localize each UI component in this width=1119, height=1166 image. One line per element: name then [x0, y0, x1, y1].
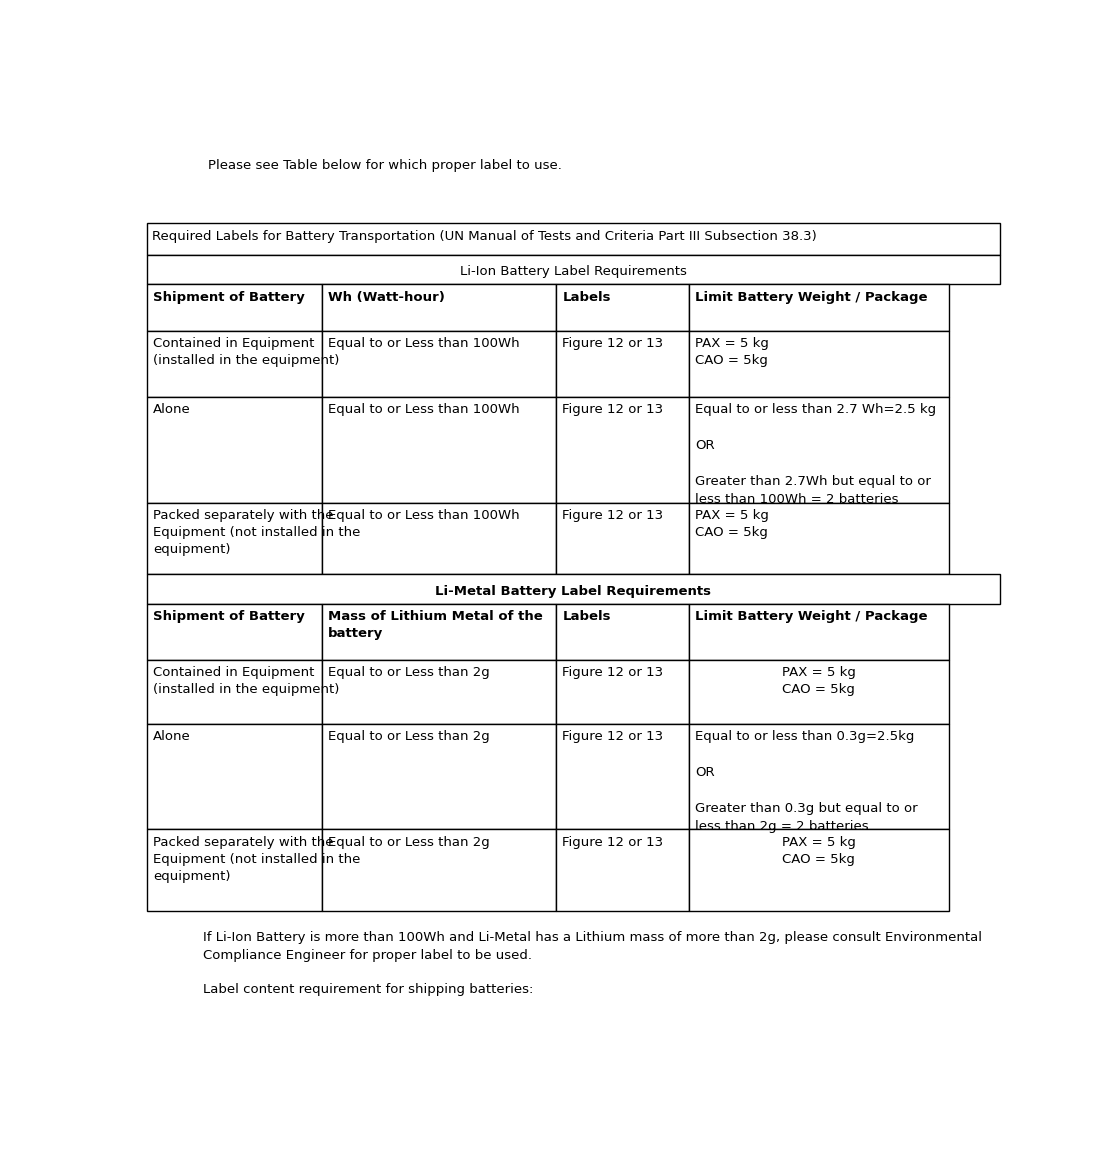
Text: Equal to or Less than 2g: Equal to or Less than 2g: [328, 836, 490, 849]
Bar: [147, 285, 322, 331]
Text: Equal to or less than 2.7 Wh=2.5 kg

OR

Greater than 2.7Wh but equal to or
less: Equal to or less than 2.7 Wh=2.5 kg OR G…: [695, 403, 935, 506]
Text: Figure 12 or 13: Figure 12 or 13: [563, 337, 664, 351]
Text: PAX = 5 kg
CAO = 5kg: PAX = 5 kg CAO = 5kg: [782, 666, 856, 696]
Text: If Li-Ion Battery is more than 100Wh and Li-Metal has a Lithium mass of more tha: If Li-Ion Battery is more than 100Wh and…: [204, 930, 982, 962]
Bar: [688, 829, 949, 911]
Bar: [556, 660, 688, 723]
Text: Equal to or Less than 100Wh: Equal to or Less than 100Wh: [328, 337, 519, 351]
Bar: [556, 396, 688, 503]
Text: Figure 12 or 13: Figure 12 or 13: [563, 508, 664, 522]
Bar: [688, 331, 949, 396]
Bar: [556, 285, 688, 331]
Text: Figure 12 or 13: Figure 12 or 13: [563, 666, 664, 679]
Bar: [688, 503, 949, 575]
Text: Shipment of Battery: Shipment of Battery: [153, 290, 304, 304]
Bar: [147, 396, 322, 503]
Text: Packed separately with the
Equipment (not installed in the
equipment): Packed separately with the Equipment (no…: [153, 508, 360, 556]
Bar: [322, 604, 556, 660]
Bar: [322, 331, 556, 396]
Text: Equal to or Less than 2g: Equal to or Less than 2g: [328, 666, 490, 679]
Bar: [556, 331, 688, 396]
Bar: [556, 829, 688, 911]
Bar: [322, 285, 556, 331]
Text: Wh (Watt-hour): Wh (Watt-hour): [328, 290, 444, 304]
Text: Required Labels for Battery Transportation (UN Manual of Tests and Criteria Part: Required Labels for Battery Transportati…: [152, 230, 817, 243]
Text: Packed separately with the
Equipment (not installed in the
equipment): Packed separately with the Equipment (no…: [153, 836, 360, 883]
Bar: [322, 723, 556, 829]
Text: Equal to or Less than 100Wh: Equal to or Less than 100Wh: [328, 403, 519, 416]
Text: Li-Metal Battery Label Requirements: Li-Metal Battery Label Requirements: [435, 585, 712, 598]
Text: PAX = 5 kg
CAO = 5kg: PAX = 5 kg CAO = 5kg: [695, 508, 769, 539]
Text: Shipment of Battery: Shipment of Battery: [153, 610, 304, 624]
Bar: [147, 255, 1000, 285]
Text: Figure 12 or 13: Figure 12 or 13: [563, 403, 664, 416]
Text: Contained in Equipment
(installed in the equipment): Contained in Equipment (installed in the…: [153, 666, 339, 696]
Text: Limit Battery Weight / Package: Limit Battery Weight / Package: [695, 610, 928, 624]
Bar: [147, 223, 1000, 255]
Bar: [147, 660, 322, 723]
Text: Figure 12 or 13: Figure 12 or 13: [563, 836, 664, 849]
Text: Contained in Equipment
(installed in the equipment): Contained in Equipment (installed in the…: [153, 337, 339, 367]
Text: Limit Battery Weight / Package: Limit Battery Weight / Package: [695, 290, 928, 304]
Bar: [556, 503, 688, 575]
Bar: [147, 575, 1000, 604]
Text: Alone: Alone: [153, 730, 190, 743]
Text: Label content requirement for shipping batteries:: Label content requirement for shipping b…: [204, 983, 534, 996]
Bar: [556, 604, 688, 660]
Text: Equal to or Less than 100Wh: Equal to or Less than 100Wh: [328, 508, 519, 522]
Bar: [322, 396, 556, 503]
Text: Figure 12 or 13: Figure 12 or 13: [563, 730, 664, 743]
Text: Equal to or Less than 2g: Equal to or Less than 2g: [328, 730, 490, 743]
Bar: [688, 396, 949, 503]
Bar: [147, 723, 322, 829]
Text: Mass of Lithium Metal of the
battery: Mass of Lithium Metal of the battery: [328, 610, 543, 640]
Text: Alone: Alone: [153, 403, 190, 416]
Text: PAX = 5 kg
CAO = 5kg: PAX = 5 kg CAO = 5kg: [695, 337, 769, 367]
Text: Please see Table below for which proper label to use.: Please see Table below for which proper …: [207, 159, 562, 171]
Bar: [147, 331, 322, 396]
Bar: [147, 503, 322, 575]
Bar: [688, 285, 949, 331]
Bar: [322, 503, 556, 575]
Bar: [688, 660, 949, 723]
Text: Equal to or less than 0.3g=2.5kg

OR

Greater than 0.3g but equal to or
less tha: Equal to or less than 0.3g=2.5kg OR Grea…: [695, 730, 918, 833]
Text: PAX = 5 kg
CAO = 5kg: PAX = 5 kg CAO = 5kg: [782, 836, 856, 865]
Text: Li-Ion Battery Label Requirements: Li-Ion Battery Label Requirements: [460, 265, 687, 279]
Bar: [147, 829, 322, 911]
Bar: [556, 723, 688, 829]
Bar: [688, 604, 949, 660]
Text: Labels: Labels: [563, 290, 611, 304]
Bar: [322, 829, 556, 911]
Bar: [147, 604, 322, 660]
Text: Labels: Labels: [563, 610, 611, 624]
Bar: [322, 660, 556, 723]
Bar: [688, 723, 949, 829]
